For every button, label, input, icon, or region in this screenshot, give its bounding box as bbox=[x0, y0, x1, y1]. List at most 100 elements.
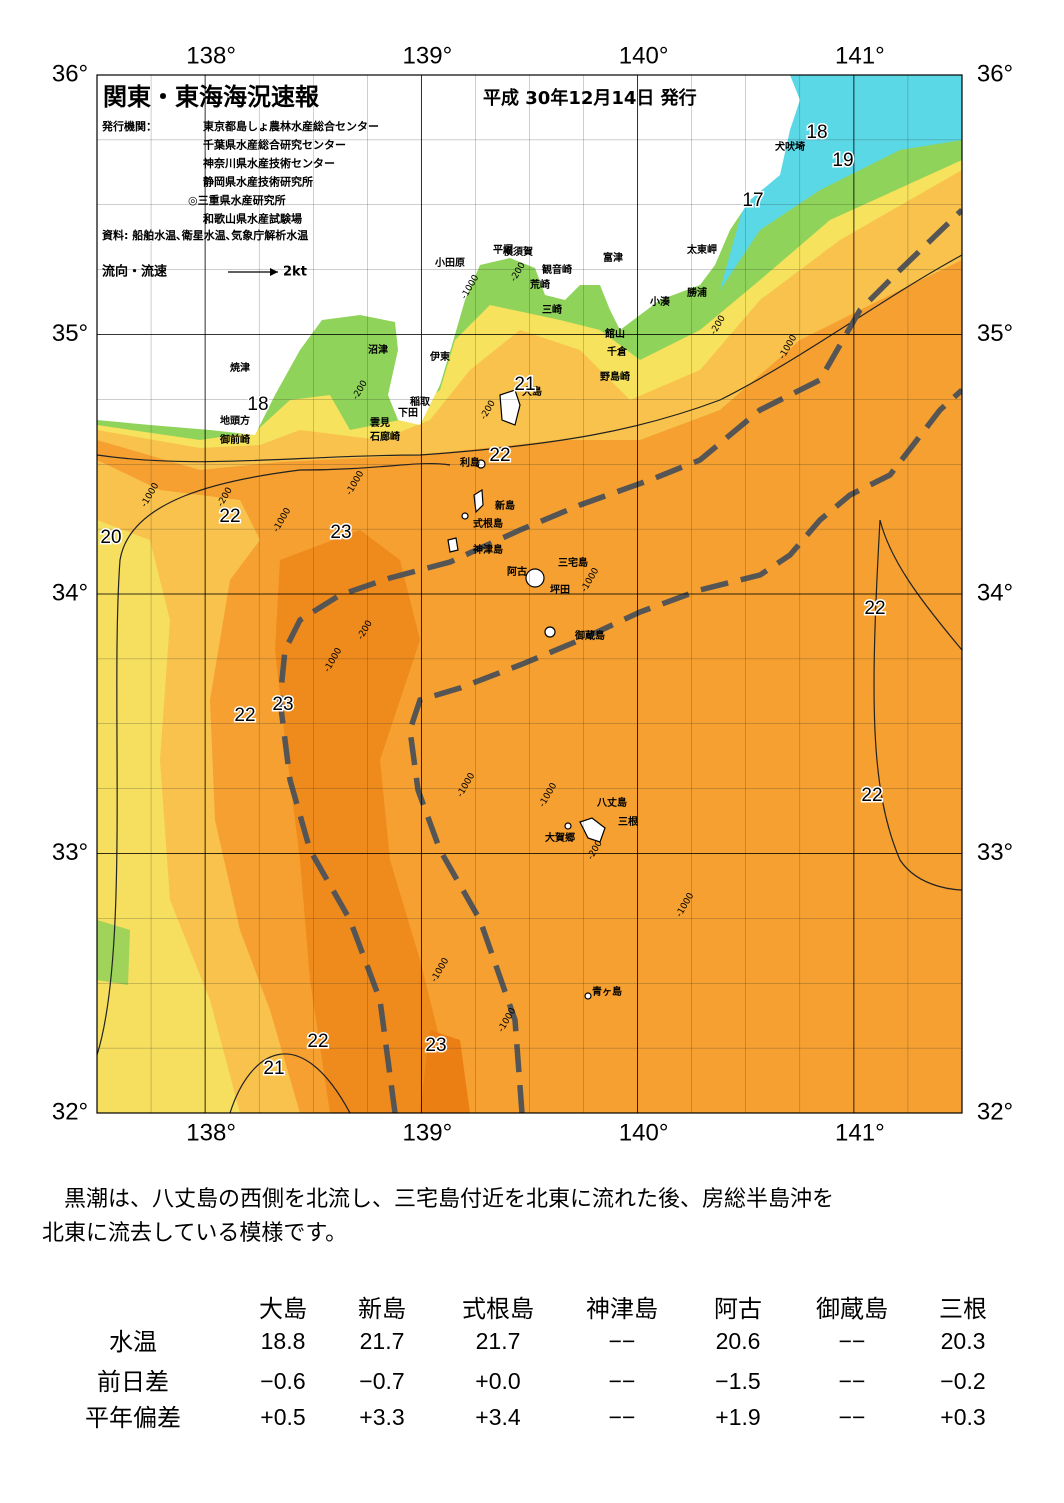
warm-core bbox=[420, 1030, 470, 1113]
table-cell: +0.0 bbox=[475, 1368, 520, 1394]
lat-label: 34° bbox=[52, 579, 88, 606]
lat-label: 36° bbox=[52, 60, 88, 87]
place-name: 御前崎 bbox=[219, 433, 250, 446]
publisher: 神奈川県水産技術センター bbox=[203, 156, 335, 170]
isotherm-label: 22 bbox=[489, 445, 510, 466]
column-header: 神津島 bbox=[586, 1295, 658, 1323]
place-name: 式根島 bbox=[473, 517, 503, 530]
publisher: 千葉県水産総合研究センター bbox=[203, 138, 346, 152]
table-cell: 21.7 bbox=[360, 1328, 405, 1354]
place-name: 荒崎 bbox=[529, 278, 550, 291]
place-name: 青ヶ島 bbox=[592, 985, 622, 998]
table-cell: −− bbox=[609, 1328, 636, 1354]
place-name: 下田 bbox=[398, 407, 418, 419]
place-name: 伊東 bbox=[429, 350, 450, 363]
lat-label: 35° bbox=[977, 320, 1013, 347]
place-name: 新島 bbox=[495, 499, 515, 512]
place-name: 平塚 bbox=[493, 243, 513, 256]
table-cell: −− bbox=[839, 1328, 866, 1354]
lon-label: 138° bbox=[186, 42, 236, 69]
lon-label: 138° bbox=[186, 1119, 236, 1146]
place-name: 坪田 bbox=[550, 583, 570, 596]
legend-arrow-head bbox=[270, 268, 278, 276]
isotherm-label: 21 bbox=[263, 1058, 284, 1079]
column-header: 大島 bbox=[259, 1295, 307, 1323]
place-name: 千倉 bbox=[607, 345, 628, 358]
publisher: 和歌山県水産試験場 bbox=[203, 212, 302, 226]
lat-label: 32° bbox=[52, 1098, 88, 1125]
place-name: 稲取 bbox=[410, 395, 431, 408]
row-header: 水温 bbox=[109, 1328, 157, 1356]
map-area bbox=[97, 75, 962, 1113]
place-name: 沼津 bbox=[368, 343, 388, 356]
table-cell: −1.5 bbox=[715, 1368, 760, 1394]
table-cell: 18.8 bbox=[261, 1328, 306, 1354]
column-header: 式根島 bbox=[462, 1295, 534, 1323]
row-header: 前日差 bbox=[97, 1368, 169, 1396]
table-cell: −− bbox=[839, 1404, 866, 1430]
table-cell: +3.3 bbox=[359, 1404, 404, 1430]
publisher: 東京都島しょ農林水産総合センター bbox=[203, 119, 379, 133]
place-name: 利島 bbox=[460, 456, 480, 469]
lon-label: 141° bbox=[835, 1119, 885, 1146]
column-header: 御蔵島 bbox=[816, 1295, 888, 1323]
place-name: 御蔵島 bbox=[574, 629, 605, 642]
place-name: 館山 bbox=[604, 327, 625, 340]
lon-label: 139° bbox=[403, 42, 453, 69]
place-name: 富津 bbox=[603, 251, 623, 264]
isotherm-label: 21 bbox=[514, 374, 535, 395]
table-cell: 20.3 bbox=[941, 1328, 986, 1354]
place-name: 三根 bbox=[618, 815, 638, 828]
isotherms bbox=[97, 254, 962, 1113]
lon-label: 140° bbox=[619, 1119, 669, 1146]
isotherm-label: 17 bbox=[742, 190, 763, 211]
lat-label: 33° bbox=[52, 839, 88, 866]
place-name: 八丈島 bbox=[596, 796, 627, 809]
place-name: 石廊崎 bbox=[369, 430, 400, 443]
column-header: 三根 bbox=[939, 1295, 987, 1323]
isotherm-label: 22 bbox=[234, 705, 255, 726]
isotherm-label: 18 bbox=[247, 394, 268, 415]
lat-label: 35° bbox=[52, 320, 88, 347]
place-name: 大島 bbox=[522, 385, 542, 398]
lon-label: 141° bbox=[835, 42, 885, 69]
isotherm-label: 20 bbox=[100, 527, 121, 548]
place-name: 神津島 bbox=[473, 543, 503, 556]
isotherm-label: 22 bbox=[307, 1031, 328, 1052]
table-cell: +0.3 bbox=[940, 1404, 985, 1430]
isotherm-label: 23 bbox=[425, 1035, 446, 1056]
table-cell: 21.7 bbox=[476, 1328, 521, 1354]
column-header: 阿古 bbox=[714, 1295, 762, 1323]
table-cell: +1.9 bbox=[715, 1404, 760, 1430]
isotherm-label: 22 bbox=[219, 506, 240, 527]
isotherm-label: 19 bbox=[832, 150, 853, 171]
table-cell: +0.5 bbox=[260, 1404, 305, 1430]
publisher-label: 発行機関： bbox=[101, 119, 157, 133]
legend-speed: 2kt bbox=[283, 265, 307, 280]
publisher: 静岡県水産技術研究所 bbox=[203, 175, 313, 189]
place-name: 小湊 bbox=[649, 295, 671, 308]
issue-date: 平成 30年12月14日 発行 bbox=[483, 87, 697, 109]
table-cell: −0.6 bbox=[260, 1368, 305, 1394]
table-cell: +3.4 bbox=[475, 1404, 521, 1430]
place-name: 阿古 bbox=[507, 565, 527, 578]
map-frame bbox=[96, 74, 963, 1114]
place-name: 三崎 bbox=[542, 303, 562, 316]
row-header: 平年偏差 bbox=[85, 1404, 181, 1432]
isotherm-label: 18 bbox=[806, 122, 827, 143]
lat-label: 34° bbox=[977, 579, 1013, 606]
publisher: ◎三重県水産研究所 bbox=[188, 193, 286, 207]
lat-label: 32° bbox=[977, 1098, 1013, 1125]
source: 資料: 船舶水温､衛星水温､気象庁解析水温 bbox=[102, 228, 308, 242]
islands bbox=[447, 389, 606, 1000]
place-name: 小田原 bbox=[434, 256, 465, 269]
grid bbox=[97, 75, 962, 1113]
place-name: 野島崎 bbox=[600, 370, 630, 383]
place-name: 三宅島 bbox=[558, 556, 588, 569]
table-cell: −0.2 bbox=[940, 1368, 985, 1394]
lon-label: 140° bbox=[619, 42, 669, 69]
isotherm-label: 22 bbox=[861, 785, 882, 806]
table-cell: −− bbox=[609, 1368, 636, 1394]
isotherm-label: 23 bbox=[330, 522, 351, 543]
